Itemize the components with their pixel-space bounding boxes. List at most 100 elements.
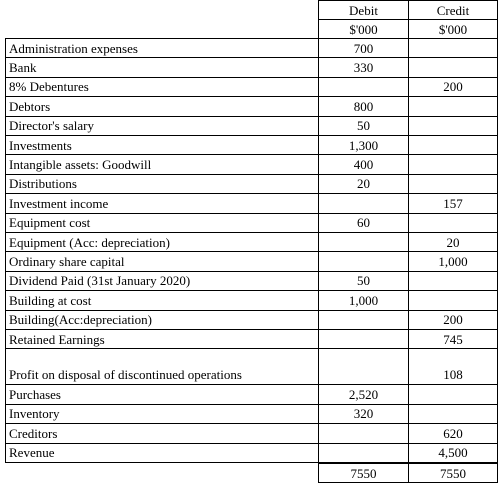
credit-cell: [408, 135, 498, 156]
credit-cell: [408, 290, 498, 311]
credit-cell: 20: [408, 232, 498, 253]
debit-cell: 50: [318, 115, 409, 136]
cell-text: Administration expenses: [9, 40, 138, 56]
column-header: Credit: [408, 0, 498, 20]
total-credit: 7550: [408, 463, 498, 483]
debit-cell: 320: [318, 403, 409, 425]
cell-text: 7550: [440, 465, 466, 481]
cell-text: 7550: [350, 465, 377, 481]
debit-cell: [318, 329, 409, 350]
credit-cell: [408, 212, 498, 233]
debit-cell: [318, 423, 409, 444]
row-label: Investment income: [5, 193, 319, 214]
cell-text: 745: [443, 331, 463, 347]
column-header: Debit: [318, 0, 409, 20]
row-label: Retained Earnings: [5, 329, 319, 350]
cell-text: 320: [353, 406, 374, 422]
credit-cell: 200: [408, 309, 498, 330]
debit-cell: 1,300: [318, 135, 409, 156]
debit-cell: 1,000: [318, 290, 409, 311]
debit-cell: [318, 442, 409, 463]
row-label: Director's salary: [5, 115, 319, 136]
cell-text: 1,000: [438, 254, 468, 270]
unit-header: $'000: [318, 19, 409, 39]
debit-cell: 800: [318, 96, 409, 117]
cell-text: $'000: [438, 21, 468, 37]
cell-text: Director's salary: [9, 118, 95, 134]
row-label: Building(Acc:depreciation): [5, 309, 319, 330]
cell-text: 4,500: [438, 445, 468, 461]
credit-cell: [408, 270, 498, 292]
debit-cell: 50: [318, 270, 409, 292]
credit-cell: [408, 96, 498, 117]
cell-text: Building at cost: [9, 292, 92, 308]
credit-cell: [408, 115, 498, 136]
cell-text: Building(Acc:depreciation): [9, 312, 152, 328]
row-label: Distributions: [5, 173, 319, 195]
total-debit: 7550: [318, 463, 409, 483]
debit-cell: [318, 251, 409, 272]
cell-text: 50: [357, 118, 370, 134]
credit-cell: 620: [408, 423, 498, 444]
cell-text: 200: [443, 312, 463, 328]
cell-text: 20: [357, 176, 370, 192]
credit-cell: 4,500: [408, 442, 498, 463]
credit-cell: 157: [408, 193, 498, 214]
cell-text: 620: [443, 425, 463, 441]
cell-text: Purchases: [9, 387, 61, 403]
row-label: Investments: [5, 135, 319, 156]
row-label: Equipment cost: [5, 212, 319, 233]
cell-text: Distributions: [9, 176, 77, 192]
row-label: 8% Debentures: [5, 76, 319, 98]
cell-text: Creditors: [9, 425, 58, 441]
debit-cell: [318, 348, 409, 386]
row-label: Ordinary share capital: [5, 251, 319, 272]
debit-cell: 700: [318, 38, 409, 59]
cell-text: Bank: [9, 60, 37, 76]
cell-text: 1,300: [348, 137, 379, 153]
debit-cell: 400: [318, 154, 409, 175]
credit-cell: [408, 403, 498, 425]
cell-text: Inventory: [9, 406, 60, 422]
credit-cell: 745: [408, 329, 498, 350]
debit-cell: [318, 309, 409, 330]
cell-text: $'000: [349, 21, 378, 37]
credit-cell: [408, 57, 498, 78]
debit-cell: 330: [318, 57, 409, 78]
cell-text: Revenue: [9, 445, 55, 461]
cell-text: 157: [443, 195, 463, 211]
row-label: Profit on disposal of discontinued opera…: [5, 348, 319, 386]
credit-cell: [408, 38, 498, 59]
cell-text: 1,000: [348, 292, 379, 308]
cell-text: Credit: [436, 2, 470, 18]
credit-cell: 200: [408, 76, 498, 98]
row-label: Debtors: [5, 96, 319, 117]
debit-cell: [318, 193, 409, 214]
row-label: Bank: [5, 57, 319, 78]
cell-text: Investments: [9, 137, 72, 153]
row-label: Revenue: [5, 442, 319, 463]
credit-cell: 108: [408, 348, 498, 386]
cell-text: Dividend Paid (31st January 2020): [9, 273, 191, 289]
cell-text: Intangible assets: Goodwill: [9, 157, 152, 173]
cell-text: 330: [353, 60, 374, 76]
debit-cell: [318, 232, 409, 253]
cell-text: Debtors: [9, 98, 51, 114]
cell-text: 108: [443, 367, 463, 383]
cell-text: 400: [353, 157, 374, 173]
cell-text: 200: [443, 79, 463, 95]
debit-cell: 60: [318, 212, 409, 233]
row-label: Administration expenses: [5, 38, 319, 59]
cell-text: 60: [357, 215, 370, 231]
cell-text: Ordinary share capital: [9, 254, 125, 270]
cell-text: 800: [353, 98, 374, 114]
cell-text: 2,520: [348, 387, 379, 403]
debit-cell: [318, 76, 409, 98]
cell-text: Debit: [349, 2, 378, 18]
cell-text: 8% Debentures: [9, 79, 89, 95]
row-label: Equipment (Acc: depreciation): [5, 232, 319, 253]
credit-cell: [408, 154, 498, 175]
cell-text: Equipment (Acc: depreciation): [9, 234, 170, 250]
cell-text: Retained Earnings: [9, 331, 105, 347]
